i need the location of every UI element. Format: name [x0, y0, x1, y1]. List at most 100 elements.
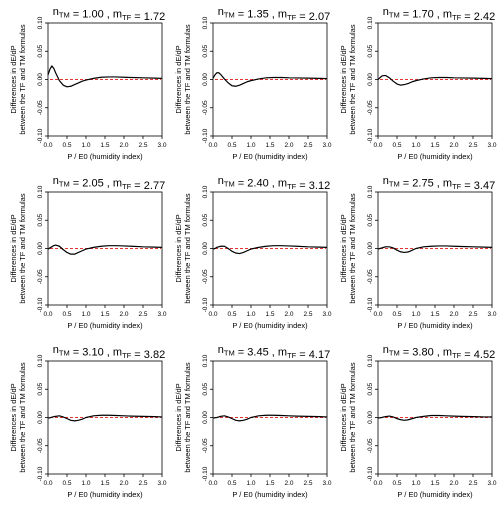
m-tf-value: 3.47 — [474, 180, 495, 192]
x-tick-label: 2.5 — [138, 480, 147, 487]
difference-curve — [212, 414, 328, 422]
x-tick-label: 0.5 — [62, 142, 71, 149]
x-tick-label: 1.0 — [411, 480, 420, 487]
y-axis-label-line1: Differences in dE/dP — [9, 45, 18, 113]
y-tick-label: -0.05 — [367, 100, 374, 115]
title-part: = — [131, 11, 144, 23]
title-part: n — [53, 344, 59, 356]
chart-title: nTM = 1.70 , mTF = 2.42 — [383, 6, 495, 23]
y-tick-label: 0.00 — [37, 73, 44, 86]
y-tick-label: -0.10 — [202, 128, 209, 143]
x-tick-label: 1.5 — [430, 142, 439, 149]
y-tick-label: 0.00 — [367, 411, 374, 424]
y-tick-label: -0.05 — [37, 438, 44, 453]
x-tick-label: 3.0 — [322, 480, 331, 487]
x-axis-label: P / E0 (humidity index) — [67, 321, 143, 330]
x-tick-label: 0.0 — [43, 142, 52, 149]
x-tick-label: 0.0 — [43, 311, 52, 318]
title-part: = — [461, 180, 474, 192]
title-part: = — [131, 180, 144, 192]
x-tick-label: 3.0 — [487, 480, 496, 487]
y-tick-label: 0.00 — [202, 242, 209, 255]
y-tick-label: 0.10 — [202, 185, 209, 198]
n-tm-value: 2.75 — [412, 178, 433, 190]
chart-panel-9: nTM = 3.80 , mTF = 4.52 -0.10 -0.05 0.00 0.0… — [339, 344, 497, 499]
n-tm-value: 1.35 — [247, 9, 268, 21]
chart-title: nTM = 3.45 , mTF = 4.17 — [218, 344, 330, 361]
y-tick-label: 0.05 — [367, 383, 374, 396]
x-tick-label: 0.0 — [208, 480, 217, 487]
chart-title: nTM = 2.05 , mTF = 2.77 — [53, 175, 165, 192]
chart-title: nTM = 3.80 , mTF = 4.52 — [383, 344, 495, 361]
x-tick-label: 1.5 — [265, 311, 274, 318]
x-tick-label: 2.0 — [284, 480, 293, 487]
difference-curve — [212, 245, 328, 255]
y-tick-label: -0.10 — [202, 466, 209, 481]
y-axis-label-line2: between the TF and TM formulas — [18, 193, 27, 303]
title-part: = — [235, 9, 248, 21]
x-tick-label: 0.0 — [373, 142, 382, 149]
title-part: TF — [452, 351, 462, 360]
title-part: , m — [104, 178, 122, 190]
y-axis-label-line2: between the TF and TM formulas — [348, 193, 357, 303]
x-tick-label: 1.0 — [81, 142, 90, 149]
difference-curve — [377, 414, 492, 421]
chart-title: nTM = 2.75 , mTF = 3.47 — [383, 175, 495, 192]
y-tick-label: -0.10 — [37, 297, 44, 312]
difference-curve — [47, 414, 163, 422]
y-axis-label-line1: Differences in dE/dP — [174, 214, 183, 282]
x-tick-label: 0.0 — [43, 480, 52, 487]
x-tick-label: 3.0 — [322, 311, 331, 318]
x-tick-label: 0.5 — [227, 142, 236, 149]
difference-curve — [377, 74, 493, 86]
y-tick-label: 0.05 — [367, 45, 374, 58]
x-tick-label: 1.5 — [430, 480, 439, 487]
x-axis-label: P / E0 (humidity index) — [397, 152, 473, 161]
x-tick-label: 2.0 — [449, 480, 458, 487]
title-part: TM — [389, 11, 400, 20]
chart-title: nTM = 3.10 , mTF = 3.82 — [53, 344, 165, 361]
title-part: = — [461, 349, 474, 361]
y-axis-label-line1: Differences in dE/dP — [174, 383, 183, 451]
y-tick-label: -0.05 — [367, 269, 374, 284]
m-tf-value: 2.07 — [309, 11, 330, 23]
difference-curve — [47, 244, 163, 255]
title-part: = — [235, 178, 248, 190]
x-tick-label: 1.5 — [265, 142, 274, 149]
title-part: = — [461, 11, 474, 23]
x-tick-label: 2.5 — [468, 142, 477, 149]
y-tick-label: -0.05 — [202, 269, 209, 284]
m-tf-value: 1.72 — [144, 11, 165, 23]
title-part: n — [218, 6, 224, 18]
title-part: = — [296, 11, 309, 23]
x-axis-label: P / E0 (humidity index) — [232, 321, 308, 330]
y-tick-label: 0.00 — [202, 73, 209, 86]
y-axis-label-line2: between the TF and TM formulas — [348, 24, 357, 134]
x-tick-label: 1.0 — [246, 480, 255, 487]
y-tick-label: -0.10 — [367, 297, 374, 312]
x-tick-label: 0.0 — [373, 311, 382, 318]
title-part: n — [53, 175, 59, 187]
title-part: = — [400, 347, 413, 359]
y-tick-label: 0.05 — [202, 214, 209, 227]
x-tick-label: 3.0 — [487, 142, 496, 149]
y-tick-label: 0.05 — [202, 45, 209, 58]
y-axis-label-line2: between the TF and TM formulas — [18, 24, 27, 134]
x-tick-label: 2.0 — [284, 311, 293, 318]
title-part: = — [70, 178, 83, 190]
y-axis-label-line2: between the TF and TM formulas — [18, 362, 27, 472]
x-tick-label: 2.0 — [284, 142, 293, 149]
chart-panel-6: nTM = 2.75 , mTF = 3.47 -0.10 -0.05 0.00 0.0… — [339, 175, 497, 330]
title-part: TF — [287, 182, 297, 191]
x-axis-label: P / E0 (humidity index) — [232, 490, 308, 499]
x-tick-label: 0.5 — [392, 311, 401, 318]
y-axis-label-line2: between the TF and TM formulas — [183, 362, 192, 472]
x-tick-label: 2.5 — [468, 311, 477, 318]
x-tick-label: 3.0 — [322, 142, 331, 149]
y-tick-label: 0.10 — [367, 185, 374, 198]
y-axis-label-line1: Differences in dE/dP — [174, 45, 183, 113]
title-part: , m — [104, 9, 122, 21]
x-tick-label: 0.5 — [392, 480, 401, 487]
title-part: = — [400, 9, 413, 21]
